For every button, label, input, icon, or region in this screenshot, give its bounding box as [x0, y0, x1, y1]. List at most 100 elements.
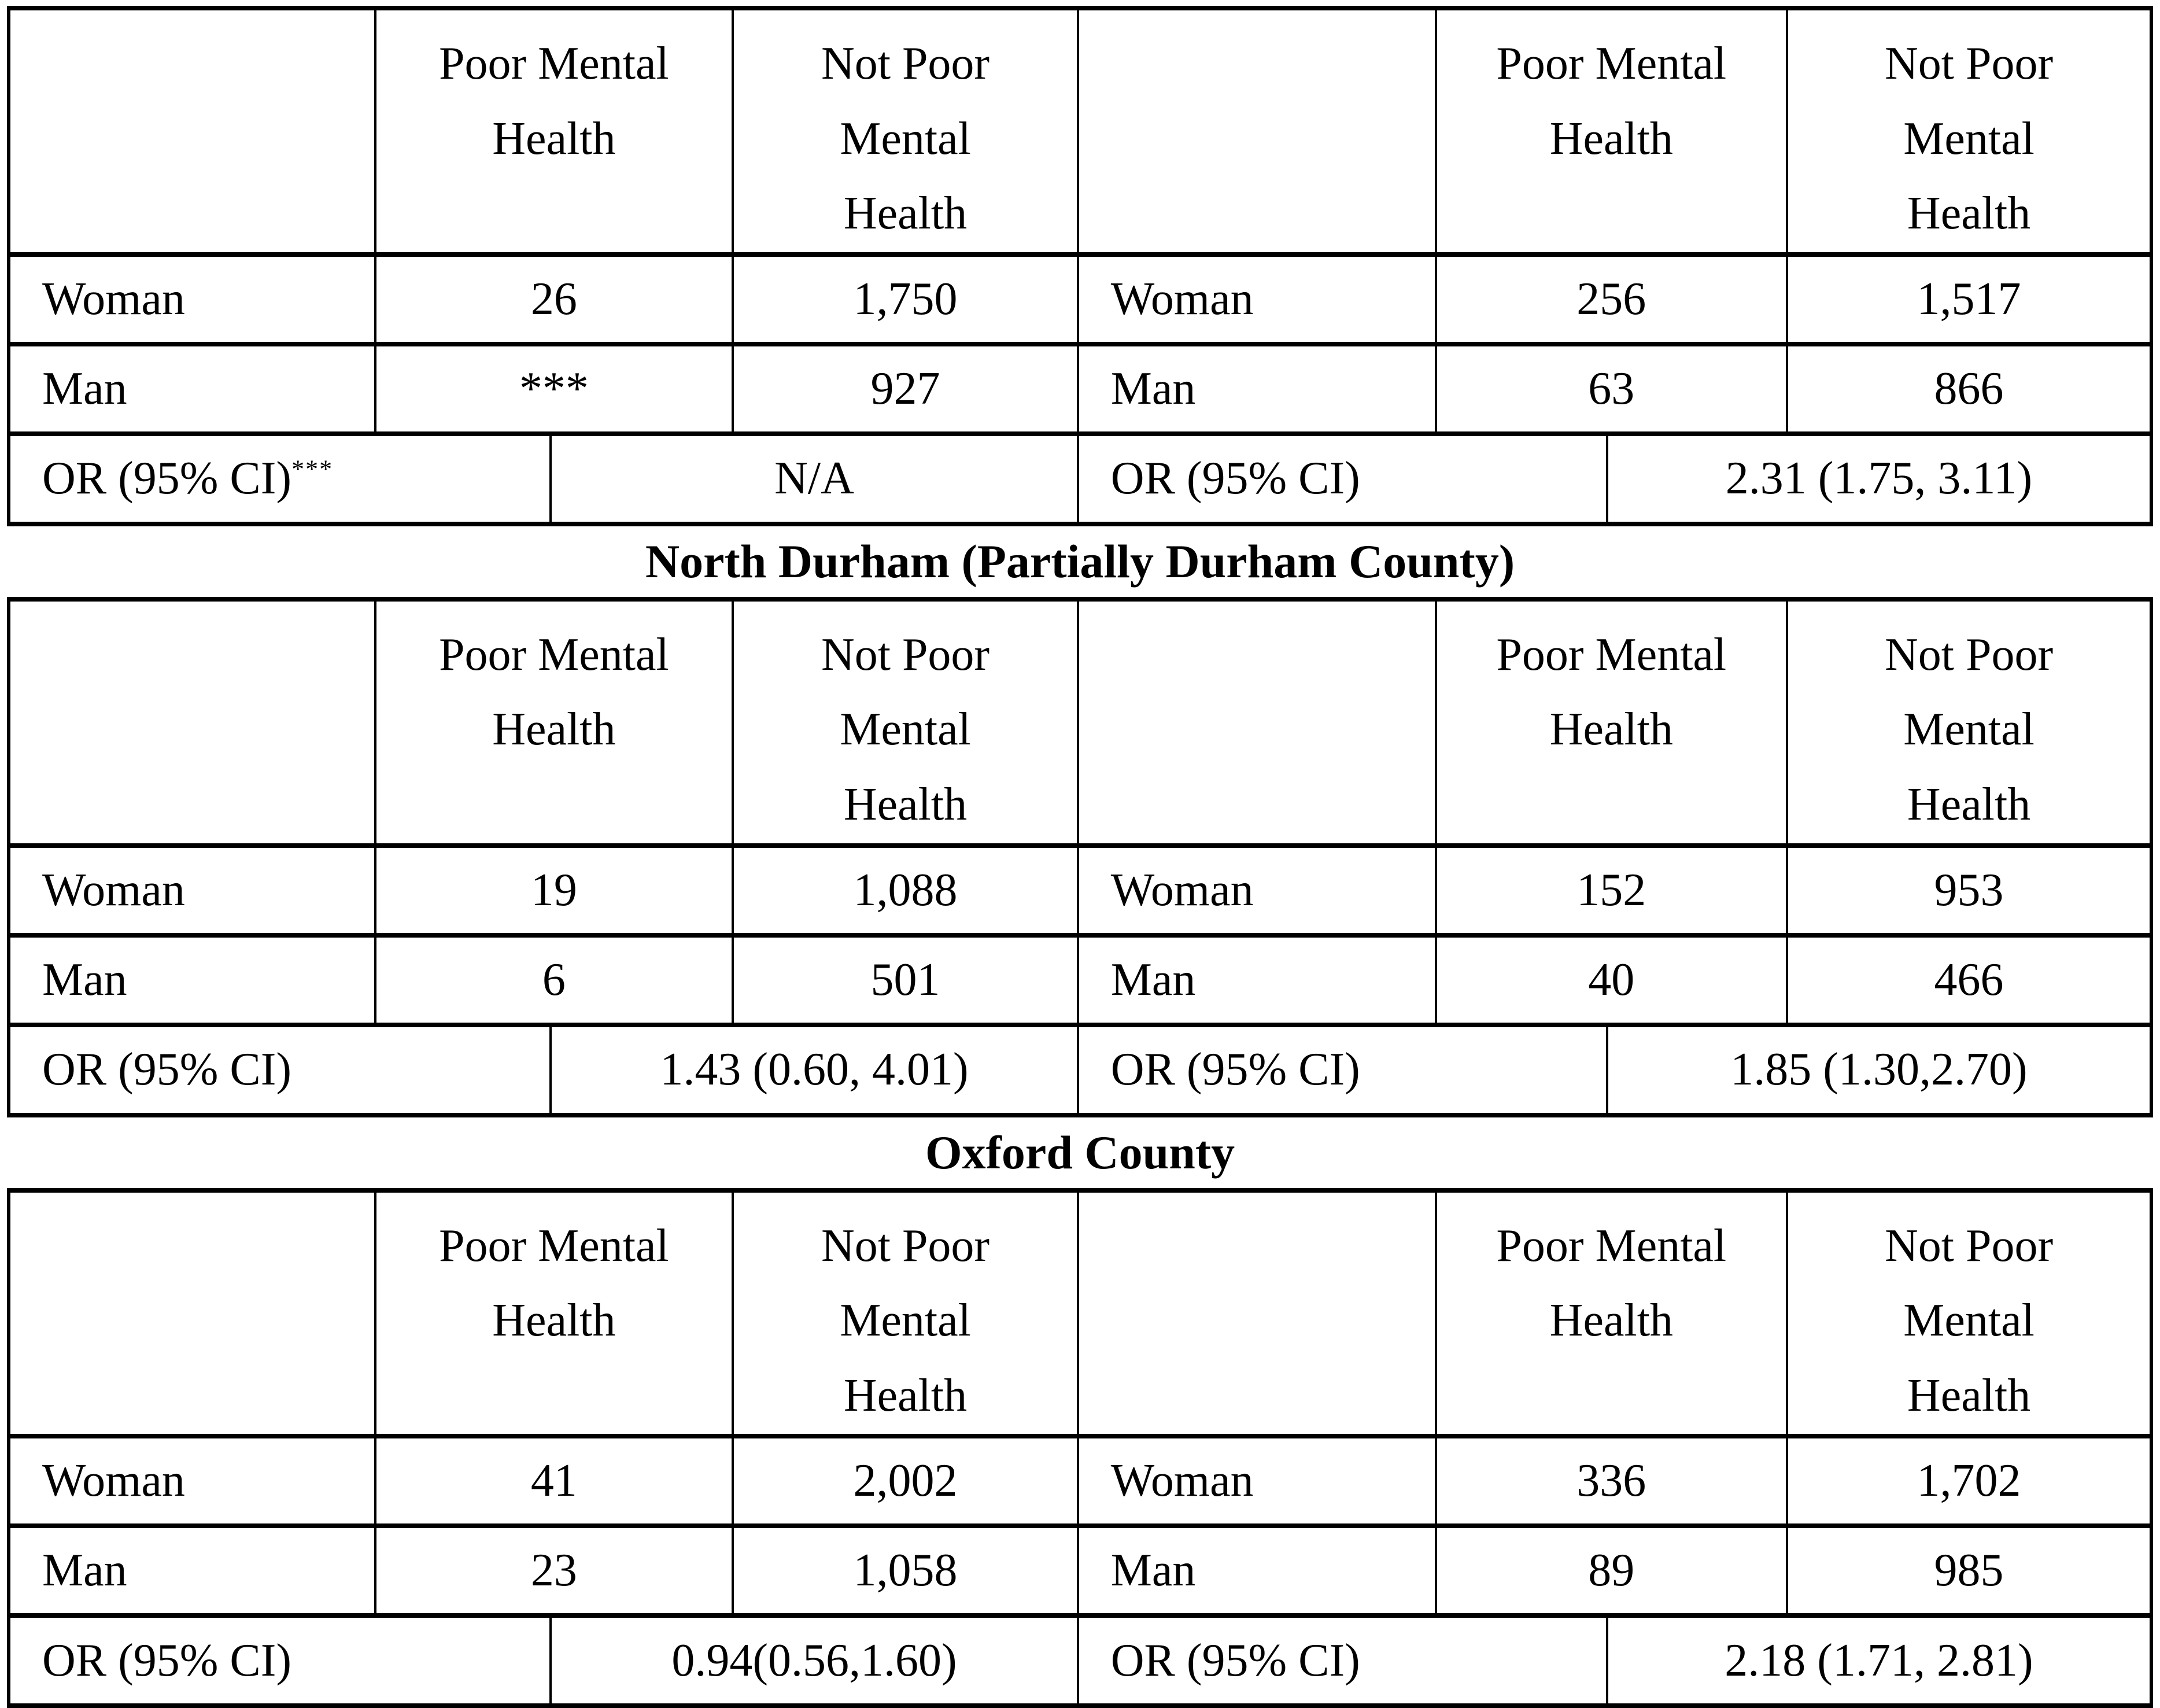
- column-header-label: Not Poor Mental Health: [1884, 1220, 2054, 1421]
- or-value: 2.31 (1.75, 3.11): [1605, 431, 2153, 526]
- cell-man-not-poor: 1,058: [732, 1523, 1079, 1618]
- column-header-label: Poor Mental Health: [1496, 629, 1727, 755]
- or-label-superscript: ***: [291, 455, 334, 484]
- column-header-label: Poor Mental Health: [439, 38, 669, 164]
- row-label-man: Man: [1076, 932, 1437, 1027]
- header-row: Poor Mental Health Not Poor Mental Healt…: [8, 1187, 2152, 1439]
- row-label-man: Man: [8, 1523, 376, 1618]
- row-label-man: Man: [8, 341, 376, 436]
- column-header-label: Not Poor Mental Health: [821, 629, 990, 830]
- row-label-woman: Woman: [8, 1434, 376, 1529]
- row-label-woman: Woman: [1076, 843, 1437, 938]
- cell-woman-not-poor: 1,750: [732, 252, 1079, 346]
- column-header-label: Not Poor Mental Health: [821, 38, 990, 239]
- header-poor-mental-health: Poor Mental Health: [1434, 596, 1789, 848]
- or-label-text: OR (95% CI): [1110, 1635, 1360, 1686]
- cell-woman-poor: 26: [374, 252, 734, 346]
- section-title-oxford-county: Oxford County: [925, 1126, 1235, 1179]
- contingency-table-top: Poor Mental Health Not Poor Mental Healt…: [7, 6, 2153, 526]
- header-empty-cell: [1076, 6, 1437, 257]
- or-value: 1.43 (0.60, 4.01): [549, 1022, 1079, 1117]
- header-not-poor-mental-health: Not Poor Mental Health: [732, 6, 1079, 257]
- or-value: 0.94(0.56,1.60): [549, 1613, 1079, 1708]
- or-value: 1.85 (1.30,2.70): [1605, 1022, 2153, 1117]
- cell-woman-poor: 41: [374, 1434, 734, 1529]
- cell-woman-not-poor: 1,088: [732, 843, 1079, 938]
- or-label: OR (95% CI): [1076, 1022, 1608, 1117]
- cell-man-not-poor: 985: [1786, 1523, 2152, 1618]
- header-empty-cell: [8, 596, 376, 848]
- header-row: Poor Mental Health Not Poor Mental Healt…: [8, 6, 2152, 257]
- row-label-man: Man: [8, 932, 376, 1027]
- table-row-man: Man 23 1,058 Man 89 985: [8, 1523, 2152, 1618]
- odds-ratio-row: OR (95% CI) 1.43 (0.60, 4.01) OR (95% CI…: [7, 1022, 2153, 1117]
- cell-woman-not-poor: 1,702: [1786, 1434, 2152, 1529]
- column-header-label: Poor Mental Health: [439, 1220, 669, 1347]
- header-empty-cell: [8, 6, 376, 257]
- contingency-table-north-durham: Poor Mental Health Not Poor Mental Healt…: [7, 596, 2153, 1117]
- or-label-text: OR (95% CI): [1110, 1044, 1360, 1095]
- cell-man-not-poor: 466: [1786, 932, 2152, 1027]
- odds-ratio-row: OR (95% CI) 0.94(0.56,1.60) OR (95% CI) …: [7, 1613, 2153, 1708]
- header-not-poor-mental-health: Not Poor Mental Health: [732, 1187, 1079, 1439]
- header-not-poor-mental-health: Not Poor Mental Health: [1786, 1187, 2152, 1439]
- table-row-woman: Woman 19 1,088 Woman 152 953: [8, 843, 2152, 938]
- row-label-woman: Woman: [1076, 252, 1437, 346]
- cell-man-not-poor: 866: [1786, 341, 2152, 436]
- or-label: OR (95% CI): [7, 1613, 552, 1708]
- row-label-man: Man: [1076, 341, 1437, 436]
- cell-man-poor: 40: [1434, 932, 1789, 1027]
- or-label-text: OR (95% CI): [1110, 453, 1360, 504]
- table-row-man: Man 6 501 Man 40 466: [8, 932, 2152, 1027]
- row-label-woman: Woman: [1076, 1434, 1437, 1529]
- header-empty-cell: [8, 1187, 376, 1439]
- contingency-table-oxford: Poor Mental Health Not Poor Mental Healt…: [7, 1187, 2153, 1708]
- or-label: OR (95% CI)***: [7, 431, 552, 526]
- column-header-label: Not Poor Mental Health: [821, 1220, 990, 1421]
- table-row-woman: Woman 41 2,002 Woman 336 1,702: [8, 1434, 2152, 1529]
- column-header-label: Not Poor Mental Health: [1884, 629, 2054, 830]
- header-empty-cell: [1076, 596, 1437, 848]
- cell-man-poor: 89: [1434, 1523, 1789, 1618]
- cell-man-not-poor: 501: [732, 932, 1079, 1027]
- column-header-label: Not Poor Mental Health: [1884, 38, 2054, 239]
- cell-woman-not-poor: 1,517: [1786, 252, 2152, 346]
- column-header-label: Poor Mental Health: [439, 629, 669, 755]
- cell-man-poor: ***: [374, 341, 734, 436]
- header-poor-mental-health: Poor Mental Health: [374, 1187, 734, 1439]
- cell-woman-not-poor: 953: [1786, 843, 2152, 938]
- cell-woman-not-poor: 2,002: [732, 1434, 1079, 1529]
- header-not-poor-mental-health: Not Poor Mental Health: [1786, 6, 2152, 257]
- header-row: Poor Mental Health Not Poor Mental Healt…: [8, 596, 2152, 848]
- section-title-north-durham: North Durham (Partially Durham County): [645, 534, 1515, 588]
- header-poor-mental-health: Poor Mental Health: [374, 596, 734, 848]
- or-label: OR (95% CI): [1076, 431, 1608, 526]
- table-row-woman: Woman 26 1,750 Woman 256 1,517: [8, 252, 2152, 346]
- header-poor-mental-health: Poor Mental Health: [1434, 6, 1789, 257]
- header-poor-mental-health: Poor Mental Health: [1434, 1187, 1789, 1439]
- or-value: N/A: [549, 431, 1079, 526]
- header-not-poor-mental-health: Not Poor Mental Health: [1786, 596, 2152, 848]
- or-label-text: OR (95% CI): [42, 453, 292, 504]
- cell-man-poor: 23: [374, 1523, 734, 1618]
- row-label-woman: Woman: [8, 252, 376, 346]
- or-label: OR (95% CI): [1076, 1613, 1608, 1708]
- or-label-text: OR (95% CI): [42, 1635, 292, 1686]
- header-poor-mental-health: Poor Mental Health: [374, 6, 734, 257]
- header-empty-cell: [1076, 1187, 1437, 1439]
- or-label: OR (95% CI): [7, 1022, 552, 1117]
- cell-man-not-poor: 927: [732, 341, 1079, 436]
- or-value: 2.18 (1.71, 2.81): [1605, 1613, 2153, 1708]
- cell-woman-poor: 256: [1434, 252, 1789, 346]
- cell-woman-poor: 19: [374, 843, 734, 938]
- column-header-label: Poor Mental Health: [1496, 38, 1727, 164]
- row-label-man: Man: [1076, 1523, 1437, 1618]
- cell-man-poor: 63: [1434, 341, 1789, 436]
- row-label-woman: Woman: [8, 843, 376, 938]
- cell-woman-poor: 336: [1434, 1434, 1789, 1529]
- cell-woman-poor: 152: [1434, 843, 1789, 938]
- or-label-text: OR (95% CI): [42, 1044, 292, 1095]
- header-not-poor-mental-health: Not Poor Mental Health: [732, 596, 1079, 848]
- odds-ratio-row: OR (95% CI)*** N/A OR (95% CI) 2.31 (1.7…: [7, 431, 2153, 526]
- table-row-man: Man *** 927 Man 63 866: [8, 341, 2152, 436]
